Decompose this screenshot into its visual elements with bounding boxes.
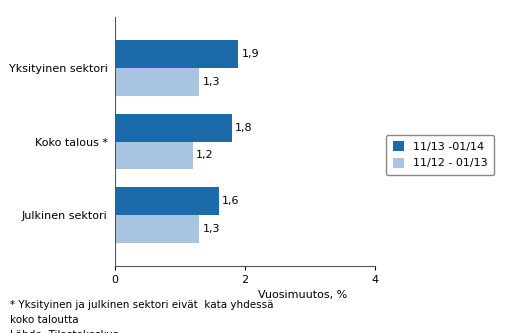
- Text: 1,3: 1,3: [203, 77, 220, 87]
- Bar: [115, 68, 200, 96]
- Text: 1,9: 1,9: [242, 49, 259, 59]
- Text: Vuosimuutos, %: Vuosimuutos, %: [257, 290, 347, 300]
- Text: 1,8: 1,8: [235, 123, 253, 133]
- Bar: [115, 187, 219, 215]
- Text: 1,6: 1,6: [222, 196, 240, 206]
- Text: koko taloutta: koko taloutta: [10, 315, 79, 325]
- Text: * Yksityinen ja julkinen sektori eivät  kata yhdessä: * Yksityinen ja julkinen sektori eivät k…: [10, 300, 274, 310]
- Text: 1,3: 1,3: [203, 224, 220, 234]
- Bar: [115, 40, 239, 68]
- Text: 1,2: 1,2: [196, 151, 214, 161]
- Bar: [115, 114, 232, 142]
- Bar: [115, 215, 200, 243]
- Legend: 11/13 -01/14, 11/12 - 01/13: 11/13 -01/14, 11/12 - 01/13: [386, 135, 494, 175]
- Text: Lähde: Tilastokeskus: Lähde: Tilastokeskus: [10, 330, 119, 333]
- Bar: [115, 142, 193, 169]
